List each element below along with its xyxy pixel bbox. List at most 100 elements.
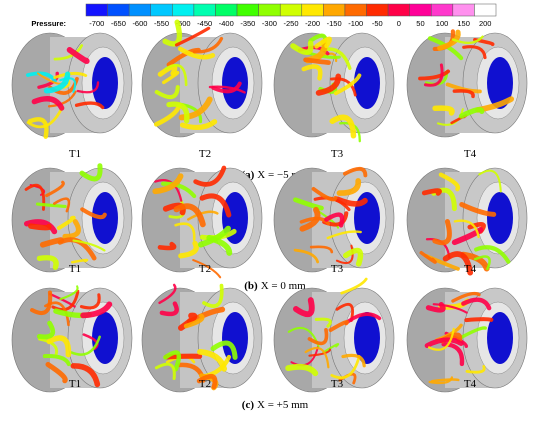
vortex-structure [197, 349, 228, 372]
colorbar-tick: -350 [240, 19, 255, 28]
vortex-structure [329, 114, 357, 139]
colorbar-swatch [431, 3, 454, 17]
vortex-structure [322, 343, 340, 354]
panel-label: T1 [69, 263, 81, 275]
vortex-structure [56, 215, 76, 230]
vortex-structure [315, 73, 342, 96]
vortex-structure [418, 69, 451, 81]
vortex-structure [162, 19, 183, 47]
vortex-structure [301, 64, 323, 81]
vortex-structure [197, 225, 231, 248]
caption-tag: (b) [244, 280, 258, 292]
vortex-structure [52, 197, 71, 213]
vortex-structure [326, 230, 362, 240]
panel-label: T4 [464, 148, 477, 160]
colorbar-tick: -450 [197, 19, 212, 28]
vortex-structure [36, 320, 56, 340]
panel-label: T3 [331, 263, 344, 275]
impeller-hub [487, 312, 513, 364]
vortex-structure [80, 207, 107, 220]
vortex-structure [285, 363, 319, 377]
vortex-structure [451, 291, 481, 303]
colorbar-swatch [409, 3, 432, 17]
colorbar-swatch [344, 3, 367, 17]
colorbar-swatch [193, 3, 216, 17]
vortex-structure [293, 197, 324, 211]
colorbar-tick: -150 [327, 19, 342, 28]
vortex-structure [430, 378, 460, 383]
vortex-structure [51, 289, 80, 312]
vortex-structure [344, 312, 382, 325]
vortex-structure [199, 193, 232, 218]
panel-label: T2 [199, 148, 211, 160]
vortex-structure [458, 326, 487, 340]
vortex-structure [339, 121, 361, 143]
colorbar-tick: -550 [154, 19, 169, 28]
vortex-structure [459, 202, 497, 217]
impeller-hub [222, 312, 248, 364]
vortex-structure [35, 202, 67, 209]
impeller-hub [487, 192, 513, 244]
vortex-structure [159, 301, 179, 317]
vortex-structure [173, 203, 206, 228]
vortex-structure [432, 303, 468, 314]
impeller-hub [354, 57, 380, 109]
vortex-structure [174, 26, 211, 47]
vortex-structure [421, 188, 442, 196]
colorbar-tick: -300 [262, 19, 277, 28]
vortex-structure [473, 255, 491, 271]
cfd-render [11, 285, 133, 393]
impeller-hub [487, 57, 513, 109]
vortex-structure [39, 237, 65, 248]
vortex-structure [193, 165, 227, 187]
colorbar-swatch [387, 3, 410, 17]
cfd-render [406, 287, 528, 393]
vortex-structure [66, 47, 90, 64]
colorbar-tick: -500 [176, 19, 191, 28]
cfd-render [406, 29, 528, 138]
cfd-render [11, 163, 133, 273]
colorbar-tick: 100 [436, 19, 449, 28]
vortex-structure [303, 57, 331, 65]
vortex-structure [72, 239, 106, 252]
vortex-structure [293, 248, 320, 264]
vortex-structure [462, 45, 487, 60]
colorbar-swatch [85, 3, 108, 17]
vortex-structure [424, 337, 464, 348]
colorbar-swatch [236, 3, 259, 17]
vortex-structure [23, 219, 58, 235]
cfd-render [273, 166, 395, 273]
vortex-structure [157, 241, 177, 251]
impeller-hub [354, 312, 380, 364]
colorbar-swatch [258, 3, 281, 17]
colorbar-label: Pressure: [31, 19, 66, 28]
vortex-structure [158, 283, 177, 305]
vortex-structure [432, 105, 455, 116]
row-caption: (c) X = +5 mm [242, 399, 309, 411]
vortex-structure [474, 245, 511, 264]
vortex-structure [342, 247, 364, 267]
vortex-structure [45, 361, 68, 384]
vortex-structure [460, 251, 490, 272]
caption-text: X = +5 mm [257, 399, 309, 411]
vortex-structure [163, 350, 182, 372]
vortex-structure [43, 71, 71, 94]
vortex-structure [62, 219, 81, 239]
vortex-structure [314, 317, 332, 328]
colorbar-tick: -650 [111, 19, 126, 28]
colorbar-swatch [150, 3, 173, 17]
panel-label: T1 [69, 148, 81, 160]
colorbar-swatch [128, 3, 151, 17]
vortex-structure [340, 277, 368, 295]
vortex-structure [183, 313, 205, 329]
colorbar-tick: -400 [219, 19, 234, 28]
vortex-structure [163, 353, 203, 360]
vortex-structure [192, 259, 222, 279]
vortex-structure [70, 258, 89, 264]
vortex-structure [304, 346, 330, 369]
cfd-render [11, 32, 133, 139]
vortex-structure [47, 90, 77, 108]
colorbar-swatch [323, 3, 346, 17]
colorbar-tick: 150 [457, 19, 470, 28]
panel-label: T3 [331, 148, 344, 160]
